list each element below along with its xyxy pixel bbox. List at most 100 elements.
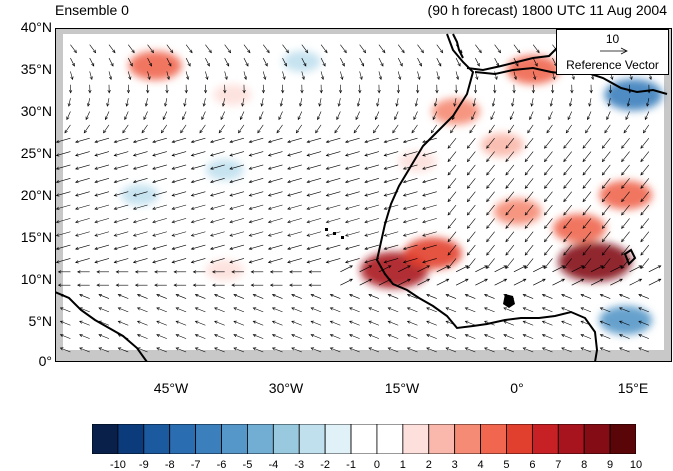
wind-vector-head (113, 246, 118, 250)
wind-vector-head (457, 63, 461, 67)
wind-vector-head (226, 63, 230, 67)
wind-vector-head (570, 89, 574, 94)
wind-vector (569, 98, 573, 107)
wind-vector-head (464, 334, 469, 338)
wind-vector-head (267, 220, 272, 224)
wind-vector-head (541, 320, 546, 324)
wind-vector (349, 320, 360, 326)
wind-vector (94, 178, 110, 183)
wind-vector-head (453, 103, 457, 107)
wind-vector-head (310, 320, 315, 324)
wind-vector-head (422, 246, 426, 250)
wind-vector (388, 334, 399, 339)
wind-vector (152, 151, 167, 156)
wind-vector (253, 294, 264, 299)
wind-vector-head (79, 347, 83, 351)
wind-vector (306, 244, 322, 250)
wind-vector (505, 204, 515, 216)
wind-vector (210, 151, 225, 156)
wind-vector-head (190, 233, 195, 237)
wind-vector (224, 71, 228, 80)
wind-vector-head (212, 283, 216, 287)
wind-vector (524, 178, 534, 189)
wind-vector (447, 138, 457, 149)
wind-vector (368, 307, 380, 313)
wind-vector-head (422, 220, 426, 224)
wind-vector-head (402, 233, 407, 237)
wind-vector (542, 334, 553, 339)
wind-vector (238, 124, 245, 134)
wind-vector-head (214, 320, 218, 324)
wind-vector-head (89, 76, 93, 81)
wind-vector-head (621, 171, 625, 176)
wind-vector (505, 151, 515, 162)
wind-vector-head (503, 334, 507, 338)
wind-vector (85, 111, 90, 120)
wind-vector (296, 124, 303, 134)
wind-vector (128, 57, 133, 67)
wind-vector-head (383, 193, 388, 197)
wind-vector-head (242, 89, 246, 94)
wind-vector-head (173, 283, 177, 287)
wind-vector (364, 218, 380, 223)
wind-vector (494, 71, 498, 80)
wind-vector-head (325, 180, 330, 184)
colorbar-swatch (350, 424, 378, 454)
wind-vector-head (287, 246, 291, 250)
colorbar-swatch (117, 424, 145, 454)
wind-vector (426, 320, 437, 326)
wind-vector (176, 334, 187, 339)
wind-vector-head (541, 307, 546, 311)
wind-vector-head (364, 260, 368, 264)
wind-vector (503, 334, 515, 339)
wind-vector-head (466, 158, 471, 163)
wind-vector-head (325, 246, 330, 250)
wind-vector (114, 191, 129, 196)
wind-vector (172, 204, 187, 210)
wind-vector-head (490, 116, 494, 121)
wind-vector (291, 334, 302, 339)
wind-vector (306, 164, 322, 170)
wind-vector (229, 204, 245, 210)
wind-vector (210, 164, 225, 170)
wind-vector-head (77, 283, 81, 287)
wind-vector-head (79, 320, 83, 324)
wind-vector (445, 334, 457, 339)
wind-vector-head (402, 260, 407, 264)
wind-vector (417, 71, 420, 80)
wind-vector-head (192, 270, 197, 274)
wind-vector (249, 244, 264, 250)
wind-vector (432, 111, 438, 120)
wind-vector (388, 307, 399, 313)
anomaly-sahara-central (493, 198, 542, 225)
wind-vector-head (238, 129, 242, 134)
wind-vector (137, 320, 148, 326)
wind-vector-head (486, 238, 490, 243)
wind-vector (79, 334, 90, 339)
wind-vector-head (94, 153, 98, 157)
wind-vector-head (132, 193, 137, 197)
colorbar-label: -1 (346, 459, 356, 471)
wind-vector-head (287, 180, 291, 184)
colorbar-swatch (480, 424, 507, 454)
wind-vector-head (205, 76, 209, 81)
wind-vector-head (218, 129, 222, 134)
wind-vector (176, 307, 187, 313)
wind-vector (546, 124, 553, 134)
wind-vector (582, 164, 592, 176)
lat-label-40n: 40°N (20, 19, 52, 35)
wind-vector-head (152, 166, 156, 170)
wind-vector (118, 294, 129, 299)
wind-vector-head (325, 166, 330, 170)
wind-vector-head (94, 139, 98, 144)
wind-vector (494, 265, 507, 273)
wind-vector-head (107, 89, 111, 94)
wind-vector (172, 151, 187, 156)
wind-vector-head (203, 89, 208, 94)
wind-vector-head (541, 347, 546, 351)
wind-vector-head (259, 116, 263, 121)
wind-vector (467, 244, 476, 256)
wind-vector (411, 124, 418, 134)
wind-vector-head (601, 252, 606, 256)
wind-vector-head (306, 206, 311, 210)
